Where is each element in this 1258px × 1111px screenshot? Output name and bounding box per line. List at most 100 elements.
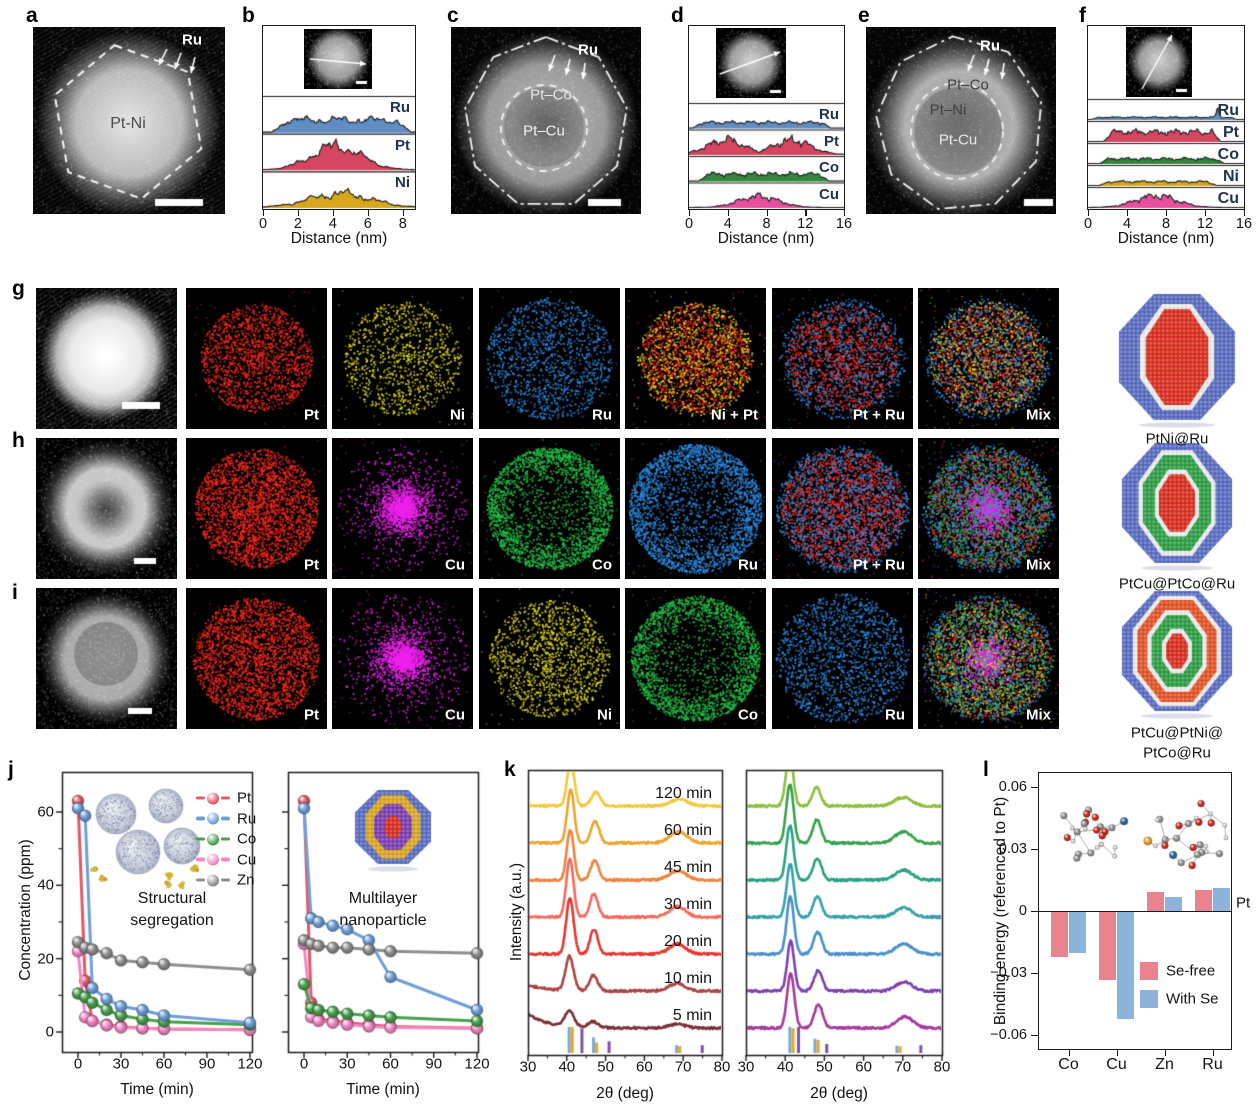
j-legend-marker: [221, 816, 230, 821]
j-legend-marker: [221, 878, 230, 882]
panel-letter-h: h: [12, 429, 25, 452]
row-g-eds-map-0: [186, 288, 327, 429]
panel-d-element-label-ru: Ru: [819, 106, 839, 123]
row-g-map-label: Pt + Ru: [852, 406, 905, 424]
row-g-eds-map-4: [772, 288, 913, 429]
l-baseline-pt-label: Pt: [1236, 894, 1251, 912]
l-category-label: Ru: [1202, 1056, 1223, 1073]
l-ytick: [1031, 787, 1038, 789]
j-legend-label: Pt: [237, 789, 252, 807]
j-right-chart-xtick-label: 90: [425, 1055, 443, 1073]
panel-d-xtick-label: 12: [797, 216, 814, 232]
panel-d-xtick-label: 8: [762, 216, 771, 232]
panel-f-xtick-label: 4: [1122, 216, 1132, 232]
l-ytick-label: 0: [1018, 903, 1027, 919]
l-bar-with-se-cu: [1117, 912, 1134, 1020]
panel-letter-k: k: [504, 758, 516, 781]
panel-b-xtick-label: 4: [328, 216, 337, 232]
panel-letter-c: c: [447, 4, 459, 27]
panel-f-element-label-ni: Ni: [1223, 168, 1239, 185]
row-i-eds-map-3: [625, 588, 766, 729]
row-i-eds-map-1: [332, 588, 473, 729]
j-legend-marker: [207, 853, 219, 866]
panel-b-xtick: [263, 210, 265, 216]
row-h-map-label: Pt + Ru: [852, 556, 905, 574]
row-i-eds-map-5: [918, 588, 1059, 729]
panel-f-xtick: [1244, 210, 1246, 216]
panel-f-xlabel: Distance (nm): [1117, 230, 1215, 247]
j-left-chart-ytick-label: 20: [37, 950, 54, 968]
panel-d-xtick-label: 16: [835, 216, 853, 232]
panel-e-mid-label: Pt–Ni: [929, 101, 967, 119]
panel-b-xtick-label: 2: [293, 216, 302, 232]
panel-b-xtick-label: 0: [258, 216, 268, 232]
panel-d-element-label-co: Co: [819, 159, 839, 176]
panel-letter-f: f: [1079, 4, 1086, 27]
row-h-eds-map-3: [625, 438, 766, 579]
row-h-eds-map-4: [772, 438, 913, 579]
l-ytick: [1031, 849, 1038, 851]
j-legend-marker: [207, 812, 219, 825]
row-h-eds-map-0: [186, 438, 327, 579]
panel-f-xtick: [1088, 210, 1090, 216]
panel-c-stem-image: [451, 27, 641, 214]
k-left-chart-xtick-label: 80: [713, 1058, 731, 1076]
panel-d-xtick: [727, 210, 730, 216]
row-g-map-label: Mix: [1025, 406, 1051, 424]
j-legend-label: Co: [237, 830, 257, 848]
j-legend-label: Ru: [237, 810, 257, 827]
panel-b-xtick: [402, 210, 405, 216]
j-legend-item-co: Co: [196, 831, 256, 848]
panel-f-xtick-label: 0: [1083, 216, 1093, 232]
j-left-xlabel: Time (min): [120, 1081, 194, 1098]
panel-f-xtick: [1166, 210, 1168, 216]
l-bar-with-se-co: [1069, 912, 1086, 954]
row-h-haadf-image: [36, 438, 177, 579]
row-g-eds-map-2: [479, 288, 620, 429]
panel-f-xtick-label: 12: [1196, 216, 1214, 232]
panel-e-shell-label: Pt–Co: [947, 76, 989, 94]
k-left-chart-trace-label: 30 min: [663, 896, 712, 913]
panel-e-ru-label: Ru: [980, 37, 1000, 55]
j-legend-marker: [196, 837, 205, 841]
k-left-chart-xtick-label: 60: [636, 1058, 653, 1076]
row-i-eds-map-4: [772, 588, 913, 729]
l-zero-line: [1039, 911, 1231, 913]
j-left-chart-xtick-label: 60: [155, 1055, 173, 1073]
l-xtick: [1068, 1050, 1070, 1056]
j-legend-marker: [196, 878, 205, 882]
k-right-xlabel: 2θ (deg): [810, 1085, 868, 1102]
panel-letter-l: l: [983, 758, 989, 781]
panel-d-xtick: [805, 210, 807, 216]
row-g-eds-map-1: [332, 288, 473, 429]
j-legend-item-ru: Ru: [196, 810, 256, 827]
panel-f-xtick: [1205, 210, 1207, 216]
j-left-chart-xtick-label: 30: [112, 1055, 130, 1073]
row-i-eds-map-2: [479, 588, 620, 729]
panel-d-xtick: [766, 210, 768, 216]
panel-d-xtick: [844, 210, 846, 216]
l-legend-swatch-0: [1140, 962, 1158, 980]
panel-a-core-label: Pt-Ni: [110, 115, 146, 132]
row-i-eds-map-0: [186, 588, 327, 729]
panel-e-stem-image: [866, 27, 1056, 214]
l-bar-se-free-cu: [1098, 912, 1116, 981]
panel-letter-j: j: [8, 758, 14, 781]
panel-f-element-label-pt: Pt: [1223, 124, 1239, 141]
row-g-haadf-image: [36, 288, 177, 429]
panel-b-xtick: [332, 210, 335, 216]
panel-b-element-label-ni: Ni: [395, 174, 410, 192]
l-ytick: [1031, 911, 1038, 913]
k-left-chart-xtick-label: 40: [558, 1058, 576, 1076]
j-left-chart-ytick-label: 60: [37, 803, 54, 821]
l-xtick: [1212, 1050, 1214, 1056]
model-ptcu-ptni-ptco-ru: [1119, 589, 1235, 719]
j-legend-marker: [221, 857, 230, 862]
l-category-label: Co: [1058, 1056, 1079, 1073]
model-label-ptni-ru: PtNi@Ru: [1145, 430, 1209, 448]
k-left-chart-xtick-label: 70: [674, 1058, 692, 1076]
panel-d-xtick-label: 4: [723, 216, 732, 232]
l-category-label: Zn: [1155, 1056, 1174, 1073]
row-g-map-label: Pt: [304, 406, 319, 424]
